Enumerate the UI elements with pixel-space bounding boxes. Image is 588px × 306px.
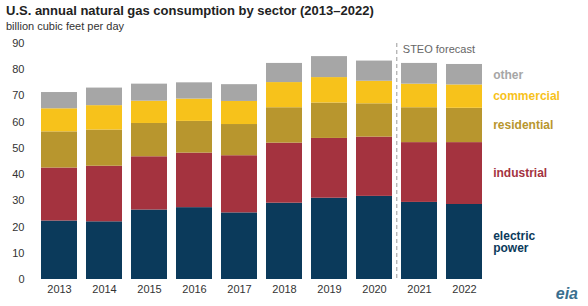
svg-text:electricpower: electricpower [493, 229, 535, 255]
svg-text:commercial: commercial [493, 89, 560, 103]
svg-text:2019: 2019 [317, 283, 341, 295]
svg-text:60: 60 [12, 116, 24, 128]
svg-text:80: 80 [12, 63, 24, 75]
svg-text:2021: 2021 [407, 283, 431, 295]
html-text:U.S. annual natural gas consum: U.S. annual natural gas consumption by s… [6, 3, 374, 18]
svg-text:50: 50 [12, 142, 24, 154]
svg-text:2022: 2022 [452, 283, 476, 295]
svg-text:2018: 2018 [272, 283, 296, 295]
html-text:billion cubic feet per day: billion cubic feet per day [6, 20, 124, 32]
svg-text:40: 40 [12, 168, 24, 180]
svg-text:20: 20 [12, 221, 24, 233]
svg-text:other: other [493, 68, 523, 82]
svg-text:0: 0 [18, 273, 24, 285]
svg-text:2016: 2016 [182, 283, 206, 295]
svg-text:2017: 2017 [227, 283, 251, 295]
svg-text:2020: 2020 [362, 283, 386, 295]
svg-text:2014: 2014 [92, 283, 116, 295]
svg-text:30: 30 [12, 194, 24, 206]
svg-text:90: 90 [12, 37, 24, 49]
svg-text:10: 10 [12, 247, 24, 259]
svg-text:STEO forecast: STEO forecast [403, 43, 475, 55]
svg-text:70: 70 [12, 89, 24, 101]
svg-text:residential: residential [493, 118, 553, 132]
svg-text:industrial: industrial [493, 166, 547, 180]
svg-text:2015: 2015 [137, 283, 161, 295]
html-text:eia: eia [555, 285, 578, 302]
svg-text:2013: 2013 [47, 283, 71, 295]
